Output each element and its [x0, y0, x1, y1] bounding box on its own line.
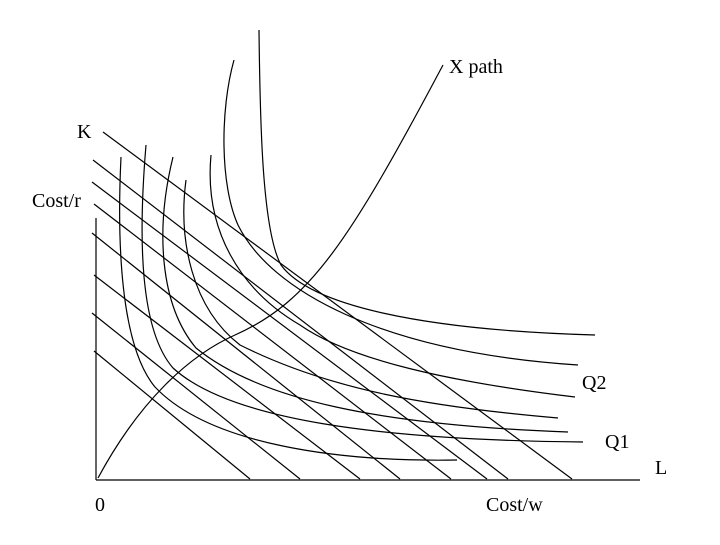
origin-label: 0	[95, 494, 105, 516]
isocost-line	[93, 203, 452, 480]
cost-w-label: Cost/w	[486, 494, 543, 516]
isocost-line	[92, 159, 509, 480]
l-axis-label: L	[655, 457, 667, 479]
isocost-line	[102, 131, 573, 480]
isoquant-curve	[183, 179, 559, 419]
isoquant-curve	[162, 156, 569, 433]
isoquant-curve	[209, 154, 576, 398]
isocost-line	[93, 350, 251, 480]
x-path-label: X path	[449, 56, 503, 78]
isoquant-curve-q2	[223, 59, 579, 366]
isocost-line	[91, 312, 301, 480]
q1-label: Q1	[605, 431, 629, 453]
isoquant-curves	[119, 29, 596, 461]
isoquant-curve-q1	[141, 144, 584, 443]
q2-label: Q2	[582, 372, 606, 394]
expansion-path-curve	[97, 64, 444, 479]
isoquant-curve	[119, 156, 458, 461]
isocost-line	[91, 181, 488, 480]
k-axis-label: K	[77, 121, 92, 143]
isocost-line	[91, 232, 401, 480]
isocost-line	[93, 274, 361, 480]
isocost-lines	[91, 131, 573, 480]
cost-r-label: Cost/r	[32, 190, 81, 212]
isoquant-curve	[258, 29, 596, 336]
